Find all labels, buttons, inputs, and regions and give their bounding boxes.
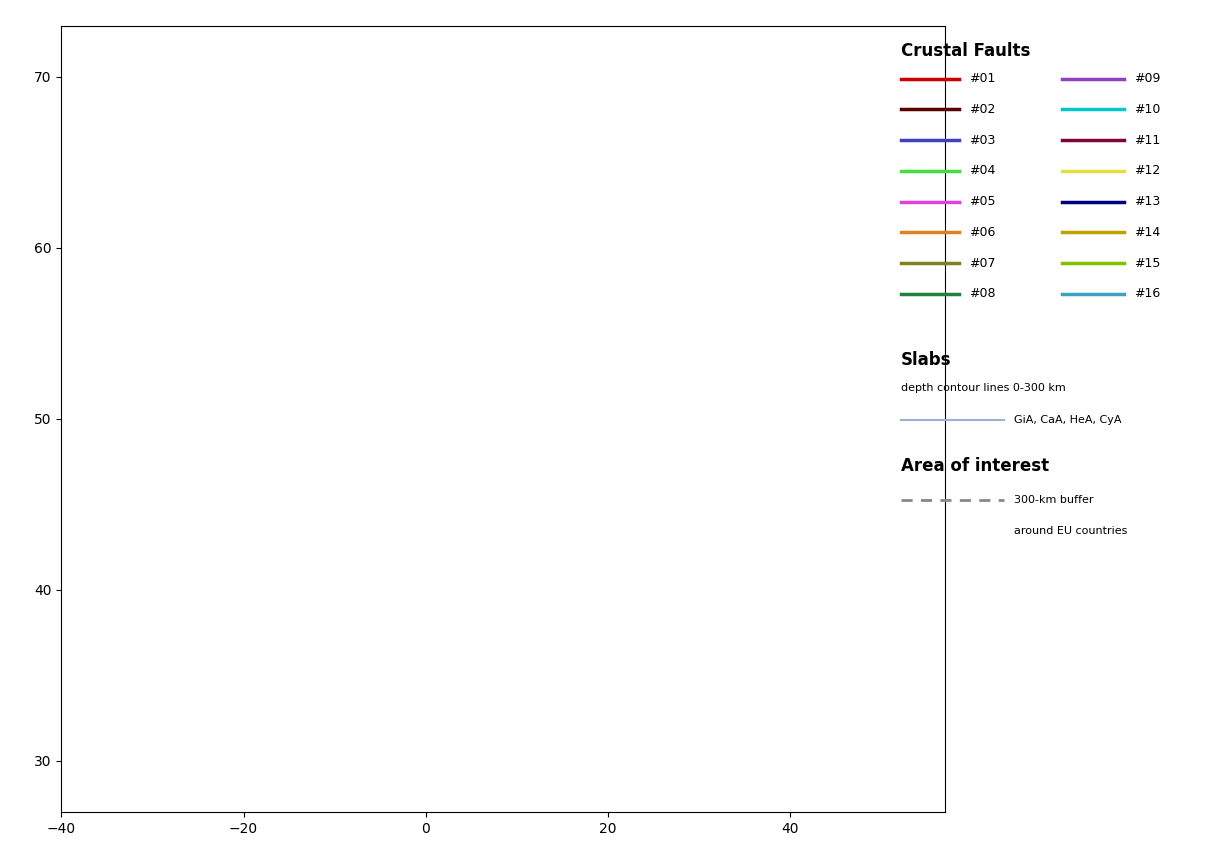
- Text: 300-km buffer: 300-km buffer: [1014, 494, 1093, 504]
- Text: #16: #16: [1134, 287, 1161, 300]
- Text: #13: #13: [1134, 195, 1161, 208]
- Text: #06: #06: [969, 226, 995, 239]
- Text: #12: #12: [1134, 164, 1161, 177]
- Text: #04: #04: [969, 164, 995, 177]
- Text: Slabs: Slabs: [901, 351, 951, 369]
- Text: #11: #11: [1134, 133, 1161, 147]
- Text: Crustal Faults: Crustal Faults: [901, 42, 1029, 60]
- Text: Area of interest: Area of interest: [901, 457, 1049, 475]
- Text: #01: #01: [969, 72, 995, 86]
- Text: #15: #15: [1134, 256, 1161, 269]
- Text: #09: #09: [1134, 72, 1161, 86]
- Text: #08: #08: [969, 287, 996, 300]
- Text: GiA, CaA, HeA, CyA: GiA, CaA, HeA, CyA: [1014, 415, 1121, 425]
- Text: #02: #02: [969, 103, 995, 116]
- Text: #07: #07: [969, 256, 996, 269]
- Text: #10: #10: [1134, 103, 1161, 116]
- Text: #05: #05: [969, 195, 996, 208]
- Text: around EU countries: around EU countries: [1014, 527, 1128, 536]
- Text: #14: #14: [1134, 226, 1161, 239]
- Text: #03: #03: [969, 133, 995, 147]
- Text: depth contour lines 0-300 km: depth contour lines 0-300 km: [901, 383, 1065, 393]
